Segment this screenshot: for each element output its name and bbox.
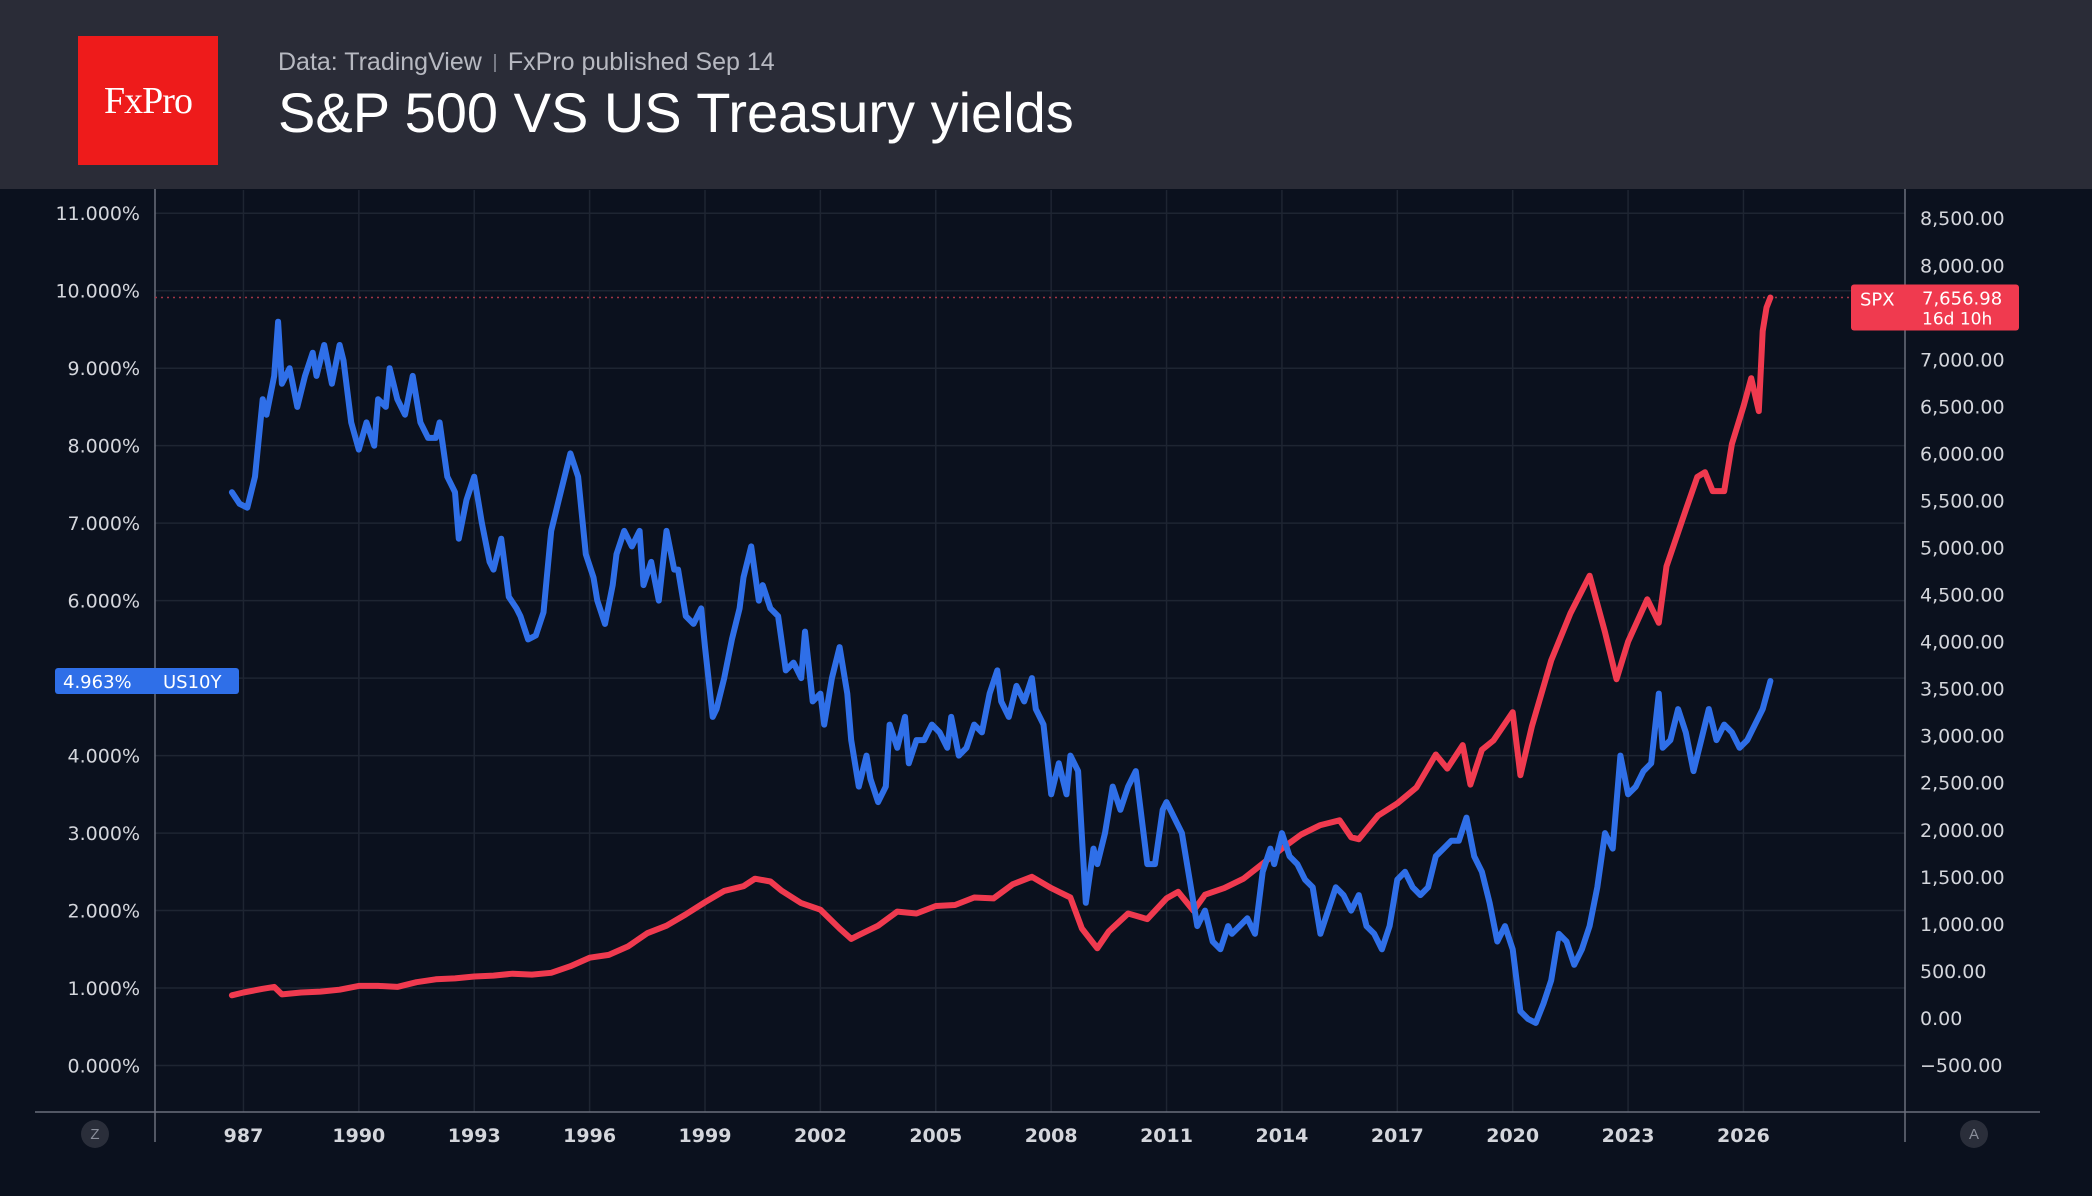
spx-last-value: 7,656.98 — [1922, 289, 2002, 310]
right-tick-label: 0.00 — [1920, 1008, 1962, 1030]
x-tick-label: 2005 — [909, 1125, 962, 1147]
auto-scale-button[interactable]: A — [1960, 1120, 1988, 1148]
x-tick-label: 1993 — [448, 1125, 501, 1147]
published-date: FxPro published Sep 14 — [507, 48, 775, 76]
right-tick-label: 6,500.00 — [1920, 396, 2005, 418]
left-tick-label: 8.000% — [68, 436, 140, 458]
us10y-line — [228, 318, 1774, 1026]
right-tick-label: 4,000.00 — [1920, 632, 2005, 654]
left-tick-label: 6.000% — [68, 591, 140, 613]
left-tick-label: 2.000% — [68, 901, 140, 923]
x-tick-label: 2008 — [1025, 1125, 1078, 1147]
x-tick-label: 987 — [224, 1125, 264, 1147]
x-tick-label: 1996 — [563, 1125, 616, 1147]
us10y-value-label: 4.963% US10Y — [55, 667, 239, 694]
x-tick-label: 1999 — [679, 1125, 732, 1147]
right-tick-label: 500.00 — [1920, 961, 1986, 983]
right-tick-label: 3,500.00 — [1920, 679, 2005, 701]
chart-title: S&P 500 VS US Treasury yields — [278, 81, 1074, 144]
line-chart[interactable]: 0.000% 1.000% 2.000% 3.000% 4.000% 6.000% 7.00… — [0, 189, 2092, 1196]
spx-countdown: 16d 10h — [1922, 310, 1992, 330]
x-tick-label: 2026 — [1717, 1125, 1770, 1147]
x-tick-label: 2011 — [1140, 1125, 1193, 1147]
left-tick-label: 9.000% — [68, 358, 140, 380]
us10y-label-bg — [55, 667, 239, 694]
grid — [155, 190, 1905, 1112]
x-tick-label: 2002 — [794, 1125, 847, 1147]
x-tick-label: 2020 — [1486, 1125, 1539, 1147]
spx-line — [228, 294, 1774, 999]
left-tick-label: 1.000% — [68, 978, 140, 1000]
left-tick-label: 10.000% — [55, 281, 140, 303]
x-tick-label: 1990 — [332, 1125, 385, 1147]
x-tick-label: 2017 — [1371, 1125, 1424, 1147]
right-tick-label: 7,000.00 — [1920, 349, 2005, 371]
right-tick-label: 5,500.00 — [1920, 490, 2005, 512]
spx-label-bg — [1851, 284, 2019, 331]
left-tick-label: 3.000% — [68, 823, 140, 845]
zoom-left-button[interactable]: Z — [81, 1120, 109, 1148]
left-tick-label: 0.000% — [68, 1056, 140, 1078]
right-tick-label: 6,000.00 — [1920, 443, 2005, 465]
right-tick-label: 2,000.00 — [1920, 820, 2005, 842]
right-tick-label: 3,000.00 — [1920, 726, 2005, 748]
us10y-last-value: 4.963% — [63, 672, 132, 693]
right-tick-label: 4,500.00 — [1920, 585, 2005, 607]
x-tick-label: 2023 — [1602, 1125, 1655, 1147]
left-tick-label: 7.000% — [68, 513, 140, 535]
right-tick-label: 8,500.00 — [1920, 208, 2005, 230]
right-tick-label: 1,000.00 — [1920, 914, 2005, 936]
separator — [493, 53, 496, 72]
chart-subtitle: Data: TradingView FxPro published Sep 14 — [278, 48, 775, 77]
right-tick-label: −500.00 — [1920, 1055, 2002, 1077]
left-tick-label: 4.000% — [68, 746, 140, 768]
x-tick-label: 2014 — [1255, 1125, 1308, 1147]
right-tick-label: 5,000.00 — [1920, 538, 2005, 560]
right-tick-label: 8,000.00 — [1920, 255, 2005, 277]
right-tick-label: 1,500.00 — [1920, 867, 2005, 889]
data-source: Data: TradingView — [278, 48, 482, 76]
fxpro-logo: FxPro — [78, 36, 218, 165]
left-tick-label: 11.000% — [55, 203, 140, 225]
right-tick-label: 2,500.00 — [1920, 773, 2005, 795]
us10y-series-name: US10Y — [163, 672, 223, 693]
spx-series-name: SPX — [1860, 290, 1895, 311]
chart-header: FxPro Data: TradingView FxPro published … — [0, 0, 2092, 189]
